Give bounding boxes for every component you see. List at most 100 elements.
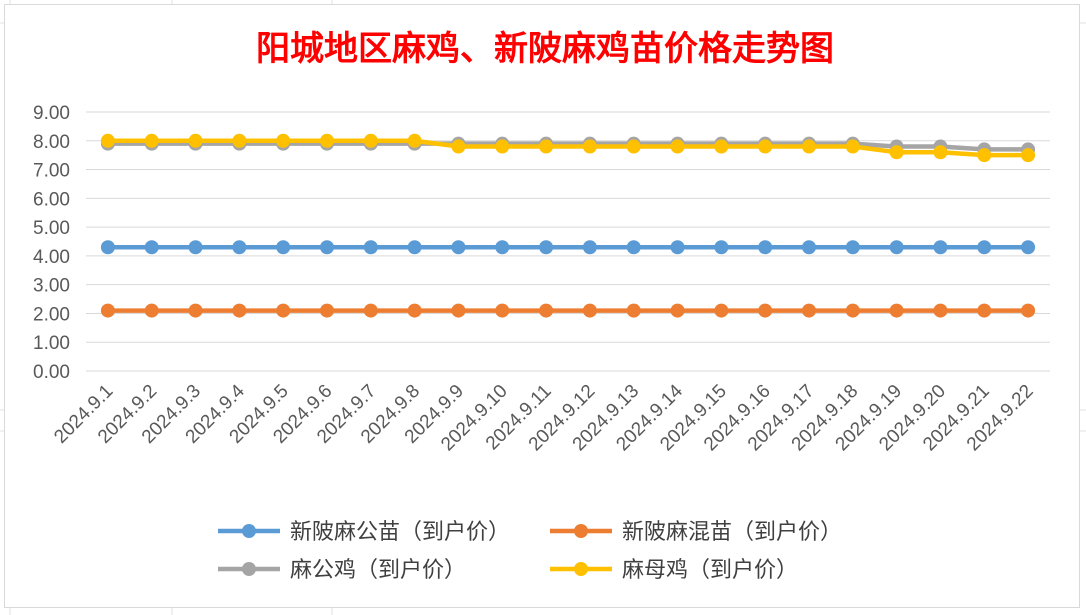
data-point <box>933 303 948 318</box>
y-tick-label: 5.00 <box>33 218 70 239</box>
data-point <box>670 303 685 318</box>
legend-label: 麻公鸡（到户价） <box>290 558 466 583</box>
data-point <box>144 303 159 318</box>
data-point <box>539 139 554 154</box>
data-point <box>802 303 816 318</box>
series-1 <box>100 240 1036 255</box>
data-point <box>714 303 729 318</box>
data-point <box>758 303 773 318</box>
data-point <box>845 240 860 255</box>
y-tick-label: 7.00 <box>33 161 70 182</box>
data-point <box>889 145 904 160</box>
series-line <box>107 138 1029 158</box>
data-point <box>802 240 816 255</box>
legend-item: 麻母鸡（到户价） <box>550 558 798 583</box>
legend-marker <box>574 524 588 538</box>
data-point <box>100 133 115 148</box>
y-tick-label: 4.00 <box>33 247 70 268</box>
data-point <box>144 240 159 255</box>
data-point <box>232 240 247 255</box>
data-point <box>670 139 685 154</box>
series-2 <box>100 303 1036 318</box>
y-tick-label: 0.00 <box>33 362 70 383</box>
data-point <box>407 240 422 255</box>
data-point <box>320 133 334 148</box>
data-point <box>363 240 378 255</box>
data-point <box>977 240 992 255</box>
data-point <box>933 240 948 255</box>
data-point <box>802 139 816 154</box>
data-point <box>889 240 904 255</box>
data-point <box>363 133 378 148</box>
data-point <box>100 240 115 255</box>
data-point <box>495 303 510 318</box>
plot-area <box>100 133 1036 318</box>
data-point <box>320 303 334 318</box>
data-point <box>539 240 554 255</box>
data-point <box>188 240 203 255</box>
data-point <box>100 303 115 318</box>
data-point <box>363 303 378 318</box>
data-point <box>451 303 466 318</box>
data-point <box>495 139 510 154</box>
data-point <box>714 139 729 154</box>
gridlines <box>86 111 1050 372</box>
data-point <box>670 240 685 255</box>
data-point <box>232 303 247 318</box>
legend-label: 新陂麻公苗（到户价） <box>290 520 510 545</box>
y-tick-label: 8.00 <box>33 132 70 153</box>
data-point <box>320 240 334 255</box>
data-point <box>539 303 554 318</box>
legend-label: 新陂麻混苗（到户价） <box>622 520 842 545</box>
legend-label: 麻母鸡（到户价） <box>622 558 798 583</box>
chart-title: 阳城地区麻鸡、新陂麻鸡苗价格走势图 <box>256 29 834 69</box>
data-point <box>582 139 597 154</box>
x-axis-ticks: 2024.9.12024.9.22024.9.32024.9.42024.9.5… <box>50 380 1037 455</box>
data-point <box>188 133 203 148</box>
data-point <box>933 145 948 160</box>
data-point <box>626 240 641 255</box>
legend-item: 新陂麻公苗（到户价） <box>218 520 510 545</box>
legend-marker <box>574 562 588 576</box>
legend-item: 麻公鸡（到户价） <box>218 558 466 583</box>
y-axis-ticks: 0.00 1.00 2.00 3.00 4.00 5.00 6.00 7.00 8.00 9.00 <box>33 103 70 383</box>
data-point <box>495 240 510 255</box>
data-point <box>276 240 291 255</box>
data-point <box>1021 148 1036 163</box>
data-point <box>451 139 466 154</box>
data-point <box>1021 240 1036 255</box>
data-point <box>977 148 992 163</box>
data-point <box>714 240 729 255</box>
data-point <box>889 303 904 318</box>
data-point <box>407 133 422 148</box>
y-tick-label: 9.00 <box>33 103 70 124</box>
y-tick-label: 6.00 <box>33 189 70 210</box>
data-point <box>144 133 159 148</box>
data-point <box>276 303 291 318</box>
data-point <box>407 303 422 318</box>
y-tick-label: 1.00 <box>33 333 70 354</box>
legend-item: 新陂麻混苗（到户价） <box>550 520 842 545</box>
data-point <box>1021 303 1036 318</box>
data-point <box>626 139 641 154</box>
data-point <box>582 240 597 255</box>
data-point <box>845 139 860 154</box>
data-point <box>758 240 773 255</box>
legend-marker <box>242 562 256 576</box>
data-point <box>451 240 466 255</box>
series-line <box>107 141 1029 152</box>
data-point <box>977 303 992 318</box>
data-point <box>188 303 203 318</box>
y-tick-label: 3.00 <box>33 276 70 297</box>
data-point <box>845 303 860 318</box>
data-point <box>232 133 247 148</box>
data-point <box>626 303 641 318</box>
data-point <box>758 139 773 154</box>
series-4 <box>100 133 1036 163</box>
legend-marker <box>242 524 256 538</box>
y-tick-label: 2.00 <box>33 304 70 325</box>
legend: 新陂麻公苗（到户价） 新陂麻混苗（到户价） 麻公鸡（到户价） 麻母鸡（到户价） <box>218 520 842 583</box>
data-point <box>276 133 291 148</box>
data-point <box>582 303 597 318</box>
